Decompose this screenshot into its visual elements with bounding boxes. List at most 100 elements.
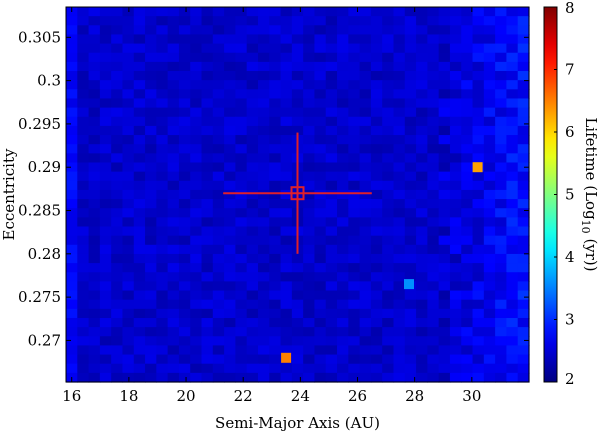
heatmap-cell <box>167 34 180 45</box>
heatmap-cell <box>133 235 146 246</box>
colorbar-tick-label: 5 <box>565 186 575 204</box>
heatmap-cell <box>269 116 282 127</box>
heatmap-cell <box>111 372 124 383</box>
heatmap-cell <box>167 171 180 182</box>
heatmap-cell <box>325 199 338 209</box>
heatmap-cell <box>291 253 304 264</box>
heatmap-cell <box>506 336 519 347</box>
heatmap-cell <box>145 226 157 237</box>
heatmap-cell <box>472 354 485 365</box>
heatmap-cell <box>517 363 530 374</box>
heatmap-cell <box>370 116 383 127</box>
heatmap-cell <box>348 208 361 218</box>
heatmap-cell <box>201 327 214 337</box>
heatmap-cell <box>291 272 304 282</box>
heatmap-cell <box>66 308 78 319</box>
heatmap-cell <box>506 327 519 337</box>
heatmap-cell <box>517 281 530 292</box>
heatmap-cell <box>393 345 406 356</box>
heatmap-cell <box>99 336 112 347</box>
heatmap-cell <box>517 52 530 63</box>
heatmap-cell <box>280 116 293 127</box>
heatmap-cell <box>348 336 361 347</box>
heatmap-cell <box>257 107 270 118</box>
heatmap-cell <box>325 299 338 310</box>
heatmap-cell <box>483 208 496 218</box>
heatmap-cell <box>257 263 270 273</box>
heatmap-cell <box>178 25 191 36</box>
heatmap-cell <box>495 80 508 90</box>
heatmap-cell <box>145 144 157 154</box>
heatmap-cell <box>88 217 101 228</box>
heatmap-cell <box>224 354 236 365</box>
heatmap-cell <box>325 372 338 383</box>
heatmap-cell <box>190 89 203 100</box>
heatmap-cell <box>201 89 214 100</box>
heatmap-cell <box>517 226 530 237</box>
heatmap-cell <box>178 144 191 154</box>
y-tick-label: 0.285 <box>18 202 61 220</box>
heatmap-cell <box>359 107 372 118</box>
heatmap-cell <box>303 144 316 154</box>
heatmap-cell <box>348 263 361 273</box>
heatmap-cell <box>325 107 338 118</box>
heatmap-cell <box>506 345 519 356</box>
heatmap-cell <box>167 135 180 145</box>
heatmap-cell <box>291 34 304 45</box>
heatmap-cell <box>472 345 485 356</box>
heatmap-cell <box>201 244 214 255</box>
heatmap-cell <box>506 253 519 264</box>
heatmap-cell <box>156 336 169 347</box>
heatmap-cell <box>99 89 112 100</box>
heatmap-cell <box>178 336 191 347</box>
heatmap-cell <box>517 336 530 347</box>
heatmap-cell <box>111 180 124 191</box>
heatmap-cell <box>427 263 440 273</box>
heatmap-cell <box>348 217 361 228</box>
heatmap-cell <box>235 52 248 63</box>
heatmap-cell <box>404 180 417 191</box>
heatmap-cell <box>145 345 157 356</box>
heatmap-cell <box>156 272 169 282</box>
heatmap-cell <box>495 98 508 109</box>
heatmap-cell <box>111 317 124 328</box>
heatmap-cell <box>156 199 169 209</box>
heatmap-cell <box>257 372 270 383</box>
heatmap-cell <box>506 80 519 90</box>
heatmap-cell <box>461 16 474 26</box>
heatmap-cell <box>461 244 474 255</box>
heatmap-cell <box>483 80 496 90</box>
heatmap-cell <box>280 171 293 182</box>
heatmap-cell <box>224 107 236 118</box>
heatmap-cell <box>325 116 338 127</box>
heatmap-cell <box>88 235 101 246</box>
heatmap-cell <box>314 125 327 136</box>
heatmap-cell <box>224 7 236 17</box>
heatmap-cell <box>303 372 316 383</box>
heatmap-cell <box>370 336 383 347</box>
heatmap-cell <box>303 43 316 54</box>
x-axis: 16 18 20 22 24 26 28 30 <box>62 7 481 405</box>
heatmap-cell <box>416 354 428 365</box>
heatmap-cell <box>370 98 383 109</box>
heatmap-cell <box>303 16 316 26</box>
heatmap-cell <box>404 308 417 319</box>
heatmap-cell <box>314 153 327 164</box>
heatmap-cell <box>472 226 485 237</box>
heatmap-cell <box>495 153 508 164</box>
heatmap-cell <box>359 25 372 36</box>
heatmap-cell <box>201 208 214 218</box>
heatmap-cell <box>167 217 180 228</box>
heatmap-cell <box>472 98 485 109</box>
heatmap-cell <box>472 7 485 17</box>
heatmap-cell <box>269 299 282 310</box>
heatmap-cell <box>88 336 101 347</box>
heatmap-cell <box>449 52 462 63</box>
heatmap-cell <box>212 189 225 200</box>
heatmap-cell <box>348 16 361 26</box>
heatmap-cell <box>269 135 282 145</box>
heatmap-cell <box>99 80 112 90</box>
heatmap-cell <box>506 180 519 191</box>
heatmap-cell <box>212 89 225 100</box>
heatmap-cell <box>325 308 338 319</box>
